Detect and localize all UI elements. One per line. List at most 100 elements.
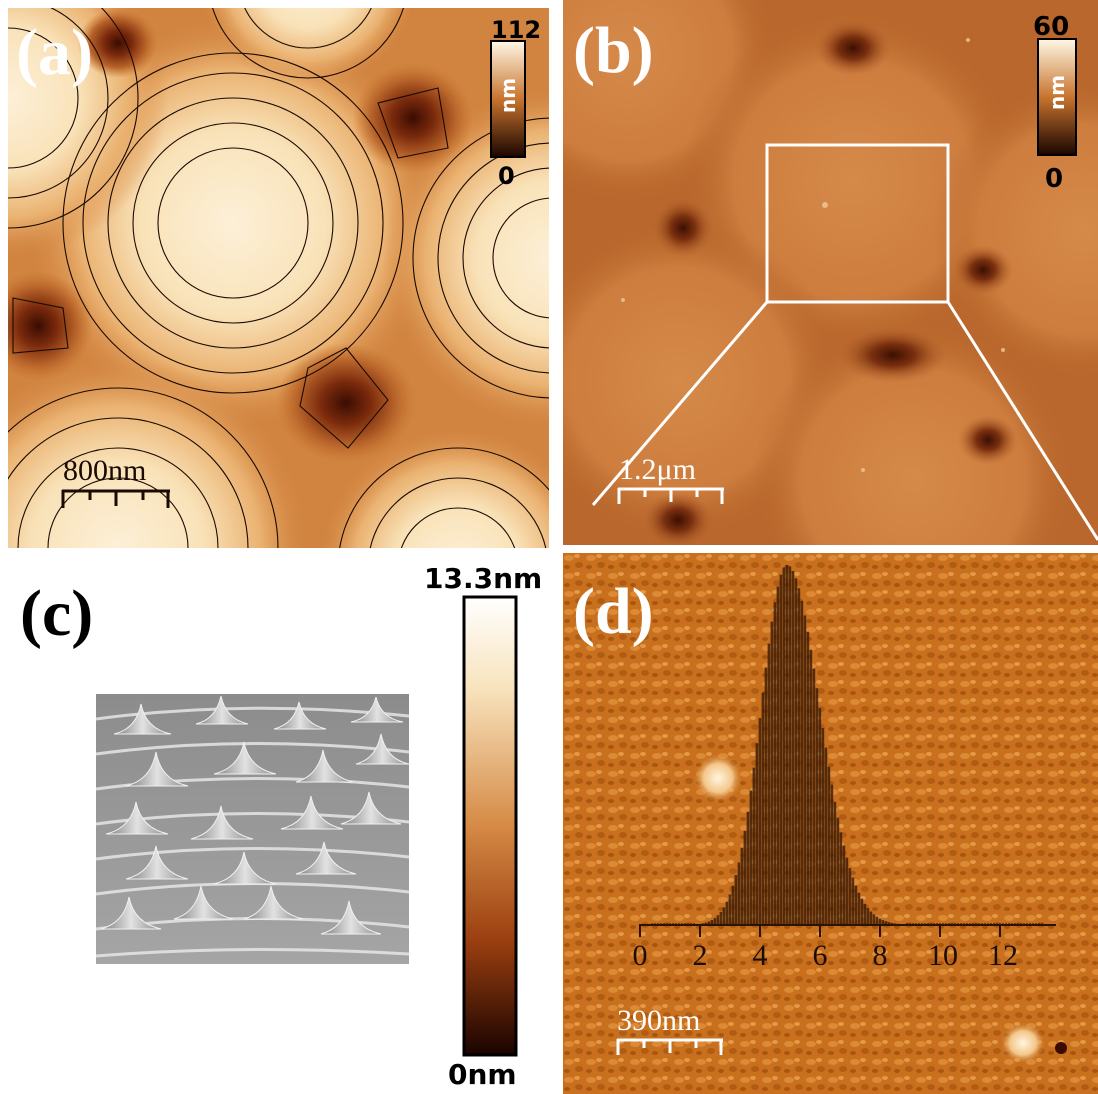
- histogram-bar: [821, 728, 825, 925]
- afm-height-map-contours: [8, 8, 549, 548]
- histogram-bar: [731, 885, 735, 925]
- histogram-bar: [836, 817, 840, 925]
- histogram-bar: [788, 566, 792, 925]
- panel-label-b: (b): [573, 14, 654, 87]
- histogram-bar: [839, 832, 843, 925]
- histogram-bar: [764, 667, 768, 925]
- histogram-bar: [830, 784, 834, 925]
- histogram-bar: [803, 615, 807, 925]
- histogram-bar: [782, 567, 786, 925]
- colorbar-min-label: 0: [498, 162, 515, 190]
- histogram-bar: [866, 908, 870, 925]
- histogram-bar: [809, 649, 813, 925]
- panel-c-sem-and-colorbar: (c): [0, 553, 560, 1094]
- histogram-bar: [863, 903, 867, 925]
- histogram-bar: [719, 911, 723, 925]
- histogram-bar: [881, 920, 885, 925]
- scalebar-label: 800nm: [63, 454, 147, 487]
- histogram-bars: [651, 565, 1043, 925]
- histogram-bar: [704, 922, 708, 925]
- histogram-tick-label: 12: [988, 939, 1018, 972]
- panel-b-afm-image: (b) 60 nm 0 1.2μm: [563, 0, 1098, 545]
- histogram-bar: [890, 922, 894, 925]
- histogram-tick-label: 4: [752, 939, 768, 972]
- colorbar-max-label: 112: [491, 16, 542, 44]
- histogram-bar: [752, 767, 756, 925]
- histogram-bar: [791, 571, 795, 925]
- histogram-bar: [734, 875, 738, 925]
- histogram-bar: [815, 688, 819, 925]
- histogram-bar: [722, 907, 726, 925]
- histogram-bar: [713, 918, 717, 925]
- histogram-bar: [779, 574, 783, 925]
- histogram-bar: [797, 588, 801, 925]
- histogram-bar: [869, 911, 873, 925]
- histogram-tick-label: 6: [812, 939, 828, 972]
- histogram-bar: [740, 847, 744, 925]
- histogram-tick-label: 8: [872, 939, 888, 972]
- histogram-bar: [818, 708, 822, 925]
- scalebar-label: 390nm: [617, 1004, 701, 1037]
- scalebar-label: 1.2μm: [619, 453, 696, 486]
- histogram-bar: [857, 892, 861, 925]
- histogram-tick-label: 10: [928, 939, 958, 972]
- histogram-bar: [749, 790, 753, 925]
- colorbar-unit-label: nm: [1045, 74, 1069, 110]
- histogram-bar: [767, 643, 771, 925]
- colorbar: [462, 595, 518, 1057]
- histogram-bar: [773, 602, 777, 925]
- panel-a-afm-contour-image: (a) 112 nm 0 800nm: [8, 8, 549, 548]
- histogram-bar: [770, 621, 774, 925]
- histogram-bar: [833, 801, 837, 925]
- histogram-bar: [776, 586, 780, 925]
- colorbar-max-label: 60: [1033, 12, 1070, 42]
- afm-height-map: [563, 0, 1098, 545]
- histogram-bar: [716, 915, 720, 925]
- histogram-tick-label: 0: [632, 939, 648, 972]
- histogram-bar: [746, 811, 750, 925]
- histogram-bar: [743, 830, 747, 925]
- colorbar-unit-label: nm: [496, 77, 520, 113]
- histogram-bar: [851, 877, 855, 925]
- colorbar: [1037, 38, 1077, 156]
- histogram-overlay: [639, 565, 1056, 937]
- histogram-bar: [842, 845, 846, 925]
- afm-height-map: [563, 553, 1098, 1094]
- histogram-bar: [785, 565, 789, 925]
- histogram-bar: [824, 747, 828, 925]
- histogram-bar: [758, 718, 762, 925]
- histogram-bar: [884, 921, 888, 925]
- histogram-bar: [737, 862, 741, 925]
- histogram-bar: [827, 766, 831, 925]
- histogram-bar: [812, 668, 816, 925]
- histogram-bar: [878, 918, 882, 925]
- histogram-bar: [725, 901, 729, 925]
- histogram-bar: [707, 921, 711, 925]
- histogram-bar: [875, 916, 879, 925]
- histogram-bar: [755, 743, 759, 925]
- colorbar-min-label: 0nm: [448, 1058, 517, 1091]
- histogram-bar: [872, 914, 876, 925]
- histogram-bar: [761, 692, 765, 925]
- scalebar: [617, 487, 724, 504]
- panel-label-c: (c): [20, 577, 94, 650]
- panel-label-a: (a): [16, 16, 93, 89]
- histogram-bar: [794, 578, 798, 925]
- colorbar-max-label: 13.3nm: [424, 562, 543, 595]
- histogram-bar: [728, 894, 732, 925]
- histogram-tick-label: 2: [692, 939, 708, 972]
- histogram-bar: [848, 868, 852, 925]
- sem-cone-array-image: [96, 694, 409, 964]
- histogram-bar: [806, 631, 810, 925]
- histogram-bar: [887, 922, 891, 925]
- histogram-bar: [860, 898, 864, 925]
- histogram-bar: [710, 920, 714, 925]
- panel-d-afm-image-with-histogram: (d) 0 2 4 6 8 10 12 390nm: [563, 553, 1098, 1094]
- histogram-bar: [845, 857, 849, 925]
- histogram-bar: [800, 600, 804, 925]
- scalebar: [61, 489, 170, 508]
- histogram-bar: [854, 885, 858, 925]
- colorbar-min-label: 0: [1045, 164, 1064, 194]
- colorbar: [490, 40, 526, 158]
- panel-label-d: (d): [573, 575, 654, 648]
